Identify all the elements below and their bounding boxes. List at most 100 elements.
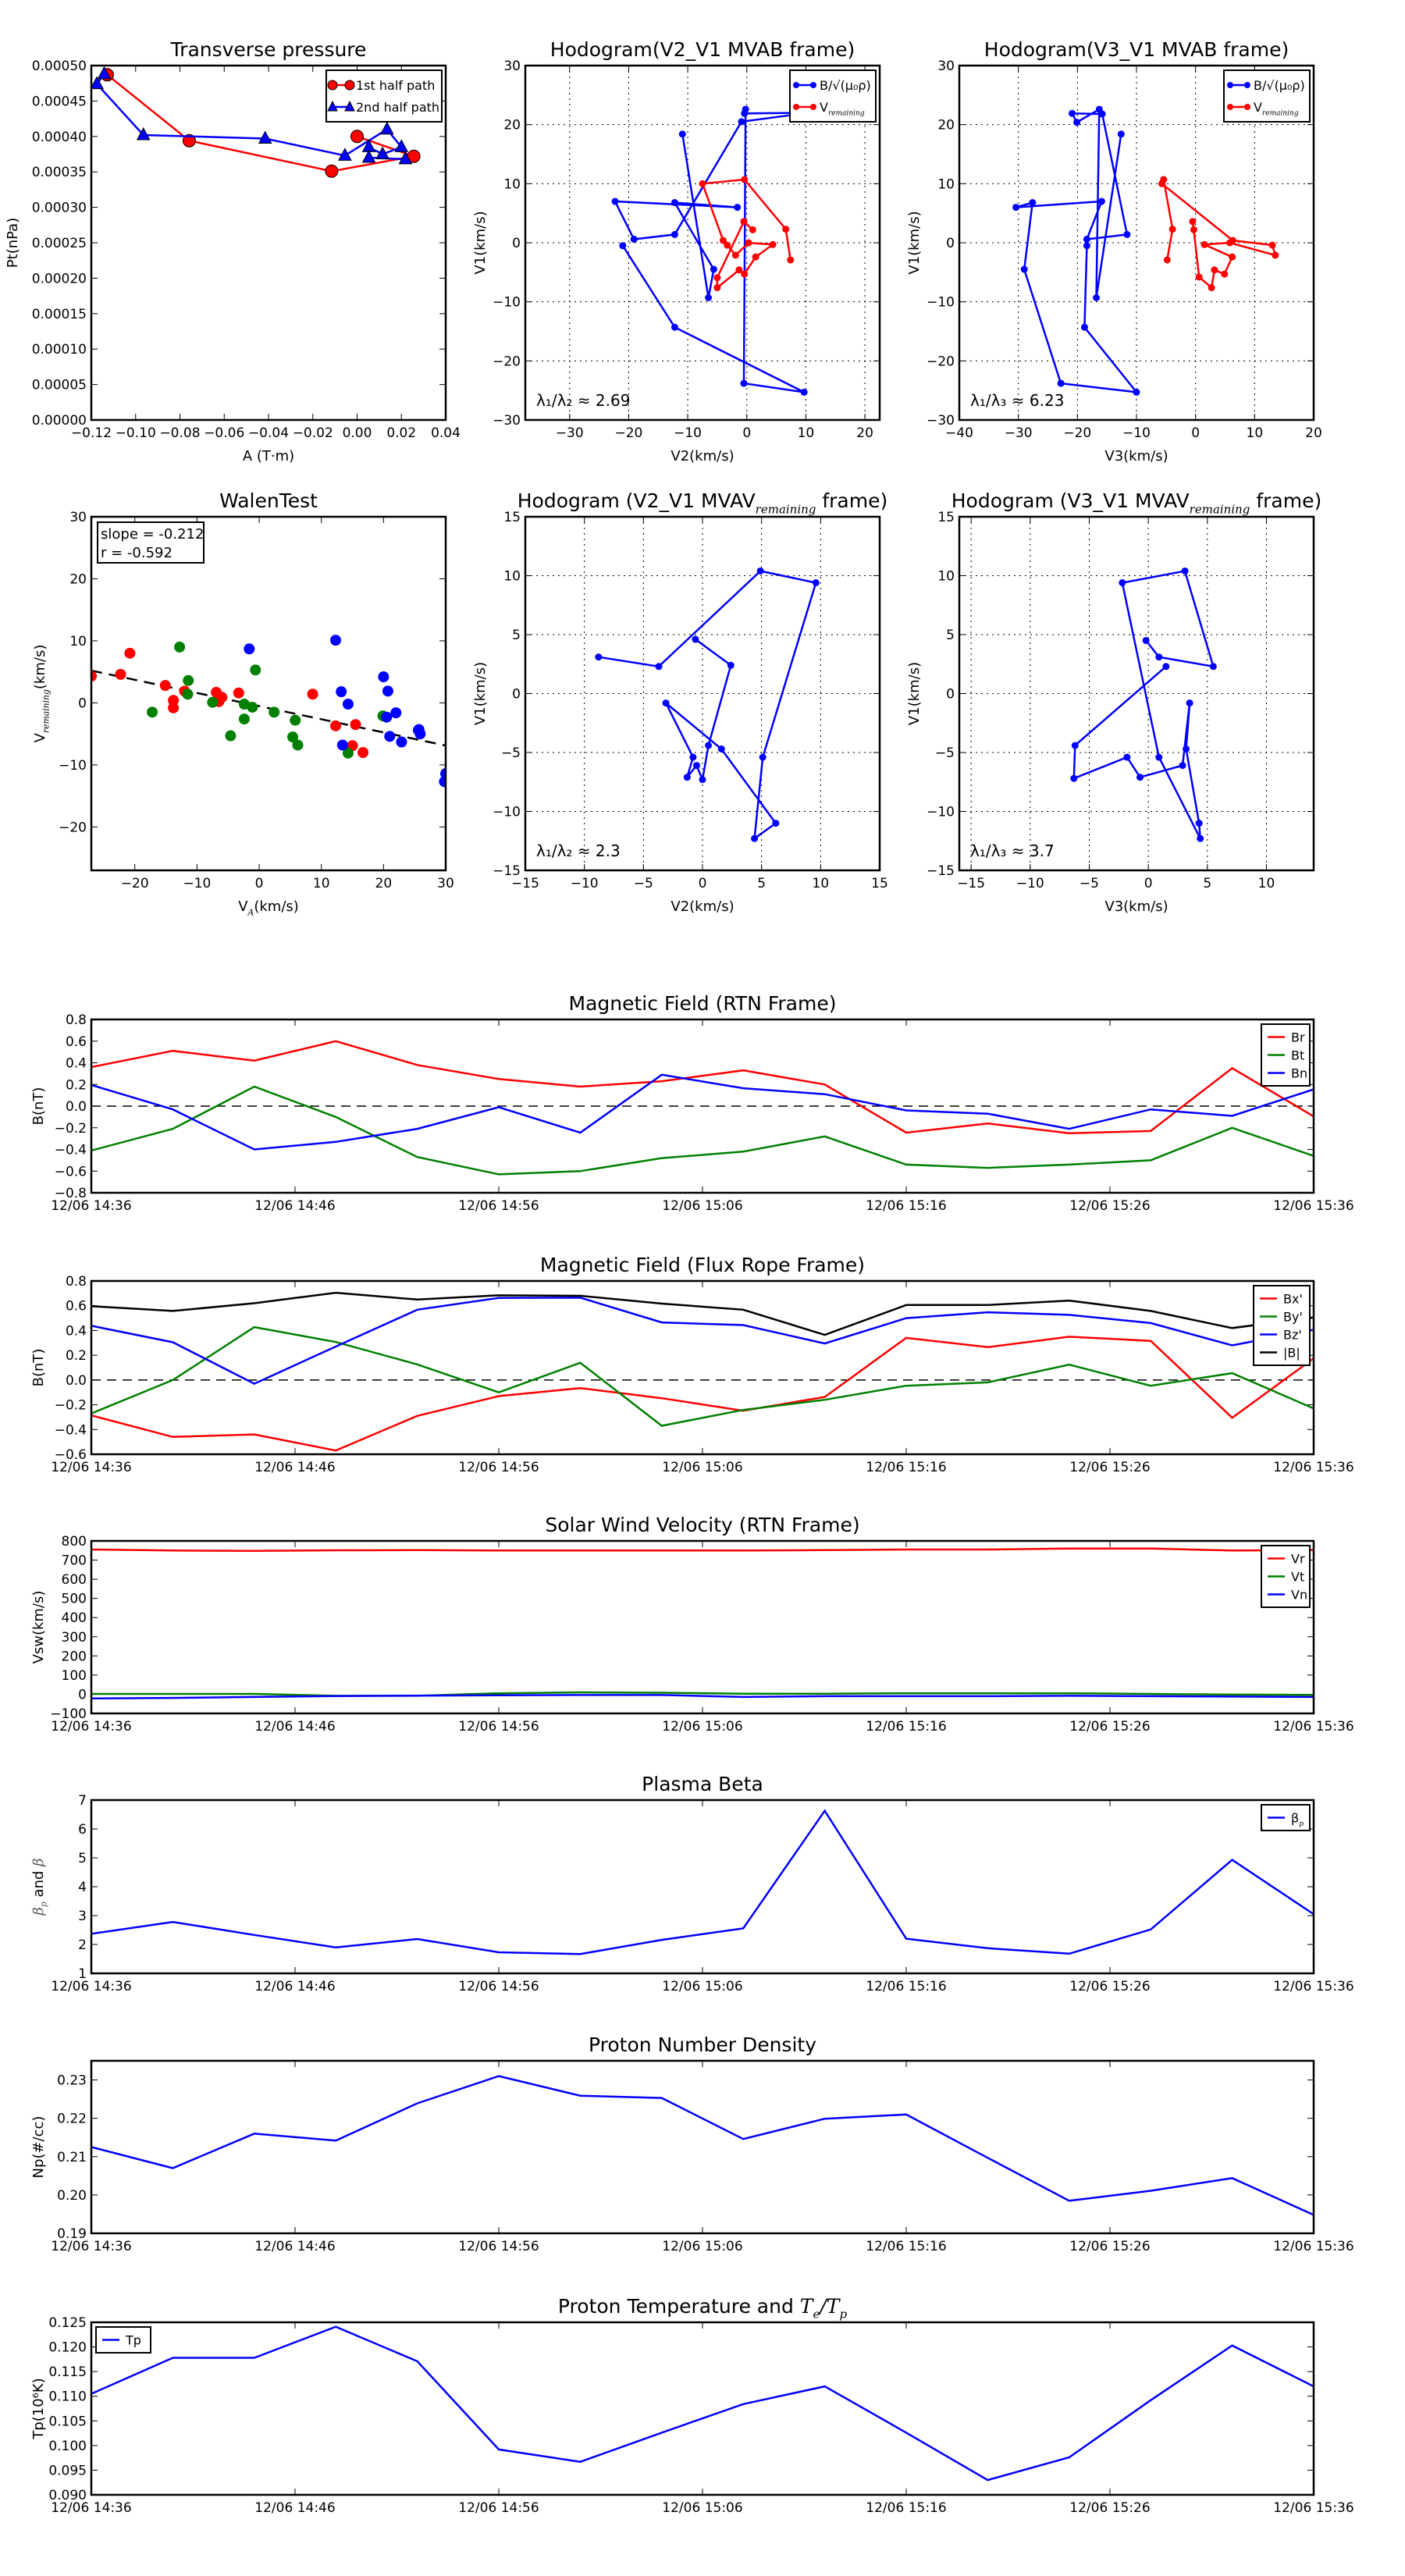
y-tick-label: −5 — [935, 745, 955, 761]
x-axis-label: V2(km/s) — [670, 898, 734, 915]
data-point — [749, 226, 756, 233]
data-point — [800, 388, 808, 396]
x-tick-label: 12/06 15:36 — [1273, 1460, 1353, 1475]
scatter-point — [350, 719, 361, 731]
y-tick-label: 30 — [937, 59, 955, 74]
plot-area — [1012, 105, 1279, 396]
data-point — [394, 139, 409, 152]
chart-proton-number-density: Proton Number Density 12/06 14:36 12/06 14… — [30, 2033, 1354, 2254]
x-tick-label: 20 — [375, 876, 393, 891]
y-tick-label: 700 — [62, 1553, 87, 1569]
data-point — [398, 151, 413, 165]
x-tick-label: 12/06 15:16 — [866, 2500, 946, 2516]
y-tick-label: 0 — [512, 687, 521, 703]
data-point — [375, 146, 389, 159]
y-axis-label: B(nT) — [30, 1087, 47, 1126]
scatter-point — [342, 747, 354, 759]
plot-area — [91, 1291, 1314, 1452]
scatter-point — [384, 731, 396, 742]
scatter-point — [287, 731, 299, 743]
plot-area — [611, 105, 813, 396]
y-axis-label: Tp(10⁶K) — [30, 2378, 47, 2439]
legend-label: Br — [1291, 1030, 1305, 1045]
y-tick-label: 0.2 — [66, 1077, 87, 1093]
y-tick-label: 10 — [503, 176, 521, 192]
y-tick-label: 0.00025 — [32, 236, 87, 251]
x-tick-label: 0 — [699, 876, 707, 891]
x-tick-label: −10 — [183, 876, 211, 891]
x-tick-label: 12/06 15:26 — [1069, 1979, 1150, 1994]
y-tick-label: 0.4 — [66, 1056, 87, 1072]
data-point — [670, 323, 678, 331]
chart-proton-temperature: Proton Temperature and Te/Tp 12/06 14:36 1… — [30, 2295, 1354, 2516]
plot-area — [91, 2325, 1314, 2482]
x-tick-label: −20 — [1063, 425, 1091, 441]
eigenvalue-ratio-annotation: λ₁/λ₃ ≈ 3.7 — [970, 841, 1055, 860]
scatter-point — [183, 674, 194, 686]
legend-label: B/√(μ₀ρ) — [1254, 78, 1305, 93]
x-tick-label: −0.10 — [116, 425, 156, 441]
axes-frame — [90, 1799, 1315, 1975]
series-p-line — [91, 1809, 1314, 1955]
y-axis-label: Pt(nPa) — [5, 218, 21, 268]
x-tick-label: 12/06 15:06 — [662, 2500, 742, 2516]
data-point — [713, 274, 721, 282]
x-tick-label: 20 — [856, 425, 873, 441]
data-point — [1069, 109, 1076, 117]
correlation-value: r = -0.592 — [101, 545, 173, 561]
y-tick-label: 300 — [62, 1630, 87, 1646]
x-tick-label: 0.04 — [431, 425, 461, 441]
series-b-line — [613, 109, 809, 393]
scatter-point — [124, 647, 136, 659]
x-axis-label: V3(km/s) — [1104, 448, 1168, 464]
legend-marker — [327, 100, 338, 112]
y-tick-label: −10 — [59, 758, 87, 774]
y-tick-label: 15 — [937, 510, 955, 525]
scatter-point — [290, 714, 301, 726]
x-tick-label: 0.02 — [386, 425, 416, 441]
scatter-point — [159, 680, 171, 692]
legend-label: By' — [1283, 1310, 1303, 1325]
data-point — [741, 176, 749, 183]
legend-box — [325, 69, 443, 123]
data-point — [1012, 204, 1020, 212]
data-point — [759, 753, 767, 761]
chart-title: Proton Temperature and Te/Tp — [558, 2295, 848, 2321]
data-point — [1158, 180, 1166, 187]
x-tick-label: −10 — [674, 425, 702, 441]
data-point — [655, 663, 663, 671]
eigenvalue-ratio-annotation: λ₁/λ₂ ≈ 2.69 — [536, 391, 630, 410]
y-tick-label: −0.2 — [55, 1121, 87, 1137]
data-point — [1209, 663, 1217, 671]
chart-title: Solar Wind Velocity (RTN Frame) — [545, 1514, 859, 1536]
scatter-point — [174, 641, 186, 653]
y-tick-label: 0.095 — [48, 2463, 87, 2478]
legend-marker — [1227, 104, 1233, 110]
y-tick-label: 5 — [78, 1851, 87, 1866]
y-tick-label: 0.00010 — [32, 342, 87, 358]
data-point — [670, 199, 678, 207]
data-point — [325, 164, 339, 178]
scatter-point — [330, 720, 342, 731]
scatter-point — [330, 635, 342, 646]
y-axis-label: βp and β — [30, 1858, 49, 1916]
x-tick-label: −10 — [1016, 876, 1044, 891]
y-tick-label: 0.00035 — [32, 165, 87, 180]
x-tick-label: 12/06 14:56 — [458, 1460, 539, 1475]
axes-frame — [90, 1539, 1315, 1715]
x-tick-label: 12/06 14:56 — [458, 1979, 539, 1994]
y-tick-label: 0.115 — [48, 2364, 87, 2380]
y-tick-label: 7 — [78, 1793, 87, 1809]
series-bn-line — [91, 1073, 1314, 1151]
axes-frame — [524, 515, 881, 872]
legend: 1st half path 2nd half path — [325, 69, 443, 123]
y-tick-label: 200 — [62, 1649, 87, 1664]
data-point — [735, 266, 743, 274]
y-axis-label: V1(km/s) — [906, 662, 923, 725]
axes-frame — [90, 1279, 1315, 1456]
y-tick-label: 0.0 — [66, 1099, 87, 1115]
data-point — [1195, 273, 1203, 281]
scatter-point — [396, 736, 407, 748]
series-vr-line — [91, 1547, 1314, 1553]
chart-hodogram-v2-v1-mvav: Hodogram (V2_V1 MVAVremaining frame)−15−… — [472, 489, 888, 915]
